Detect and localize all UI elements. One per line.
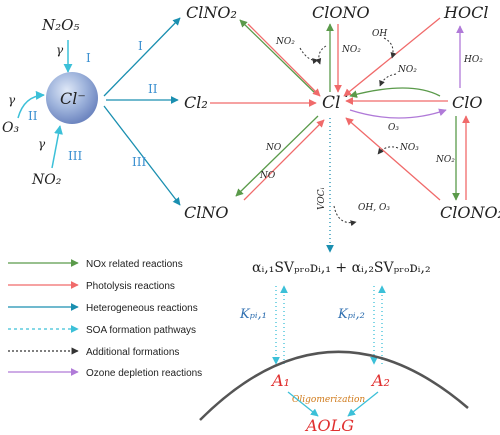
roman-label-2a: II <box>28 109 38 123</box>
label-ho2: HO₂ <box>463 55 483 65</box>
gamma-label-3: γ <box>38 137 46 151</box>
soa-expression: αᵢ,₁SVₚᵣₒᴅᵢ,₁ + αᵢ,₂SVₚᵣₒᴅᵢ,₂ <box>252 260 431 276</box>
arrow-clno2-to-cl-photolysis <box>247 23 321 97</box>
label-voc: VOCᵢ <box>317 187 327 210</box>
species-clo: ClO <box>452 93 482 112</box>
label-no-b: NO <box>259 171 276 181</box>
species-clono2-bottom: ClONO₂ <box>440 203 500 222</box>
roman-label-2b: II <box>148 82 158 96</box>
gamma-label-2: γ <box>8 93 16 107</box>
label-oh-o3: OH, O₃ <box>358 203 390 213</box>
roman-label-1a: I <box>86 51 91 65</box>
species-o3-left: O₃ <box>2 120 19 136</box>
label-o3-mid: O₃ <box>388 123 399 133</box>
arrow-clno-to-cl-photolysis <box>243 119 325 201</box>
arrow-cl-to-clo-ozone <box>349 108 447 119</box>
species-cl2: Cl₂ <box>184 93 208 112</box>
species-cl-radical: Cl˙ <box>322 93 349 113</box>
label-oh: OH <box>372 29 387 39</box>
arrow-hocl-to-cl-photolysis <box>343 17 441 97</box>
arrow-a2-to-aolg <box>347 391 379 417</box>
arrow-cl-minus-to-clno2 <box>103 17 181 97</box>
label-no-a: NO <box>265 143 282 153</box>
roman-label-1b: I <box>138 39 143 53</box>
species-cl-minus: Cl⁻ <box>60 89 86 108</box>
arrow-voc-oxidation <box>333 205 357 227</box>
species-clno2-top: ClNO₂ <box>186 3 237 22</box>
legend: NOx related reactions Photolysis reactio… <box>8 259 202 379</box>
species-a2: A₂ <box>370 371 390 390</box>
legend-label-photolysis: Photolysis reactions <box>86 281 175 292</box>
arrow-oh-additional <box>383 37 397 59</box>
arrow-o3-to-cl-minus <box>17 90 45 119</box>
legend-label-ozone: Ozone depletion reactions <box>86 368 202 379</box>
arrow-clo-to-cl-nox <box>349 87 441 98</box>
label-kp1: Kₚᵢ,₁ <box>239 307 267 322</box>
label-no2-d: NO₂ <box>435 155 455 165</box>
species-clno-bottom: ClNO <box>184 203 228 222</box>
arrow-clono2-to-cl-photolysis <box>345 117 441 201</box>
species-no2-left: NO₂ <box>31 172 62 188</box>
roman-label-3b: III <box>132 155 146 169</box>
arrow-no2-to-cl-minus <box>51 125 63 169</box>
arrow-clono-additional <box>315 45 327 65</box>
species-n2o5: N₂O₅ <box>41 16 79 34</box>
arrow-cl-to-clno-nox <box>235 115 319 197</box>
roman-label-3a: III <box>68 149 82 163</box>
gamma-label-1: γ <box>56 43 64 57</box>
particle-surface-arc <box>199 350 469 421</box>
arrow-no2c-additional <box>379 73 397 87</box>
species-a1: A₁ <box>270 371 290 390</box>
arrow-a1-to-aolg <box>287 391 319 417</box>
arrow-cl-to-clno2-nox <box>239 19 317 95</box>
arrow-no2-additional <box>299 47 319 64</box>
species-hocl: HOCl <box>443 3 488 22</box>
legend-label-hetero: Heterogeneous reactions <box>86 303 198 314</box>
label-no2-c: NO₂ <box>397 65 417 75</box>
legend-label-nox: NOx related reactions <box>86 259 183 270</box>
cl-minus-sphere <box>46 72 98 124</box>
legend-label-soa: SOA formation pathways <box>86 325 196 336</box>
species-clono: ClONO <box>312 3 370 22</box>
label-no3: NO₃ <box>399 143 419 153</box>
label-kp2: Kₚᵢ,₂ <box>337 307 365 322</box>
label-oligomerization: Oligomerization <box>292 395 365 405</box>
species-aolg: AOLG <box>304 416 354 435</box>
label-no2-a: NO₂ <box>275 37 295 47</box>
arrow-cl-minus-to-clno <box>103 105 181 206</box>
label-no2-b: NO₂ <box>341 45 361 55</box>
arrow-no3-additional <box>377 146 399 155</box>
legend-label-additional: Additional formations <box>86 347 179 358</box>
